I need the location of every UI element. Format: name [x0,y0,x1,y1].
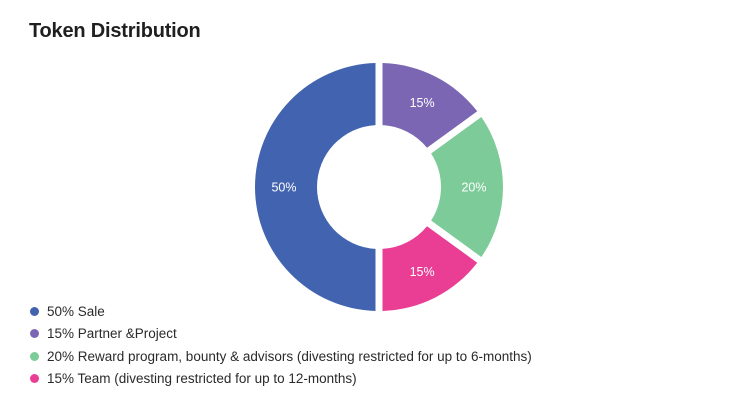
data-label-team: 15% [410,265,435,279]
legend-item-team[interactable]: 15% Team (divesting restricted for up to… [30,368,532,391]
data-label-reward: 20% [461,181,486,195]
slice-reward[interactable] [431,116,503,258]
slice-team[interactable] [382,226,478,311]
data-label-sale: 50% [271,181,296,195]
legend-label-team: 15% Team (divesting restricted for up to… [47,371,357,387]
legend-label-reward: 20% Reward program, bounty & advisors (d… [47,348,532,364]
slice-partner[interactable] [382,63,478,148]
legend-item-sale[interactable]: 50% Sale [30,300,532,323]
legend-dot-sale [30,306,39,316]
data-label-partner: 15% [410,96,435,110]
legend-dot-partner [30,329,39,339]
chart-legend: 50% Sale 15% Partner &Project 20% Reward… [30,300,532,390]
legend-dot-reward [30,351,39,361]
legend-label-sale: 50% Sale [47,303,105,319]
legend-item-reward[interactable]: 20% Reward program, bounty & advisors (d… [30,345,532,368]
chart-title: Token Distribution [29,20,201,42]
legend-dot-team [30,374,39,384]
slice-sale[interactable] [254,63,376,311]
legend-label-partner: 15% Partner &Project [47,326,177,342]
legend-item-partner[interactable]: 15% Partner &Project [30,323,532,346]
